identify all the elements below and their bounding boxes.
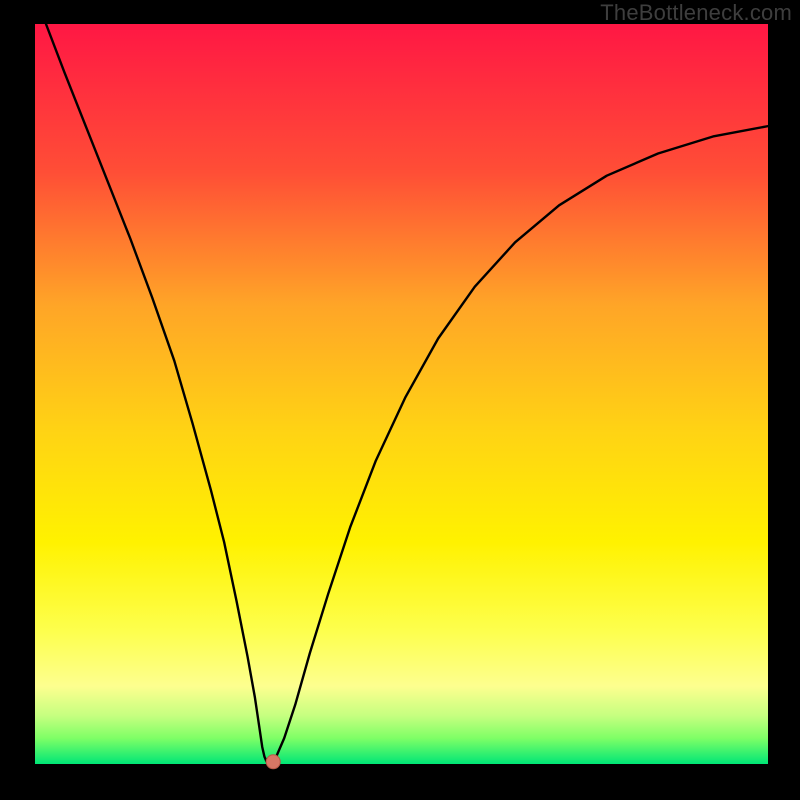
- plot-background: [35, 24, 768, 764]
- optimal-point-marker: [266, 755, 280, 769]
- watermark-label: TheBottleneck.com: [600, 0, 792, 26]
- bottleneck-chart: [0, 0, 800, 800]
